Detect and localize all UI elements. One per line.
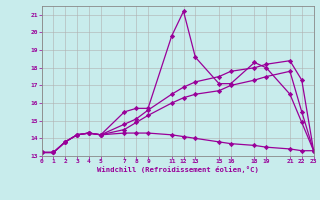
X-axis label: Windchill (Refroidissement éolien,°C): Windchill (Refroidissement éolien,°C) xyxy=(97,166,259,173)
